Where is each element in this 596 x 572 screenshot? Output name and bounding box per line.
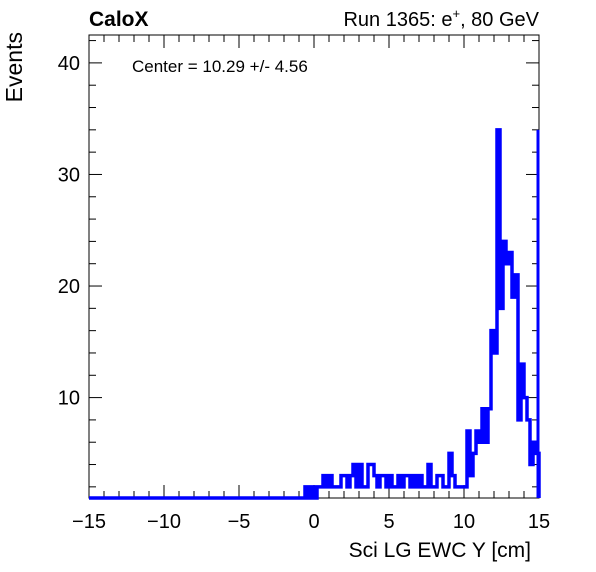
plot-frame <box>88 34 540 499</box>
x-tick-label: −5 <box>228 511 251 533</box>
x-tick-label: −10 <box>147 511 181 533</box>
y-axis-title: Events <box>1 32 27 102</box>
y-tick-label: 40 <box>58 53 80 75</box>
y-tick-label: 30 <box>58 164 80 186</box>
x-axis-tick-labels: −15 −10 −5 0 5 10 15 <box>72 511 550 533</box>
experiment-label: CaloX <box>89 8 149 31</box>
y-axis-ticks <box>89 40 539 488</box>
x-axis-ticks <box>88 35 540 498</box>
x-tick-label: 15 <box>528 511 550 533</box>
y-axis-tick-labels: 10 20 30 40 <box>58 53 80 410</box>
x-tick-label: 5 <box>383 511 394 533</box>
run-info-prefix: Run 1365: e <box>343 9 452 31</box>
x-tick-label: 10 <box>453 511 475 533</box>
y-tick-label: 10 <box>58 388 80 410</box>
run-info-sup: + <box>452 6 460 21</box>
y-tick-label: 20 <box>58 276 80 298</box>
x-tick-label: −15 <box>72 511 106 533</box>
run-info-label: Run 1365: e+, 80 GeV <box>343 6 539 31</box>
x-axis-title: Sci LG EWC Y [cm] <box>349 539 531 562</box>
histogram-line <box>89 128 541 500</box>
center-annotation: Center = 10.29 +/- 4.56 <box>132 57 308 76</box>
run-info-suffix: , 80 GeV <box>460 9 540 31</box>
histogram-series <box>89 128 541 500</box>
x-tick-label: 0 <box>308 511 319 533</box>
